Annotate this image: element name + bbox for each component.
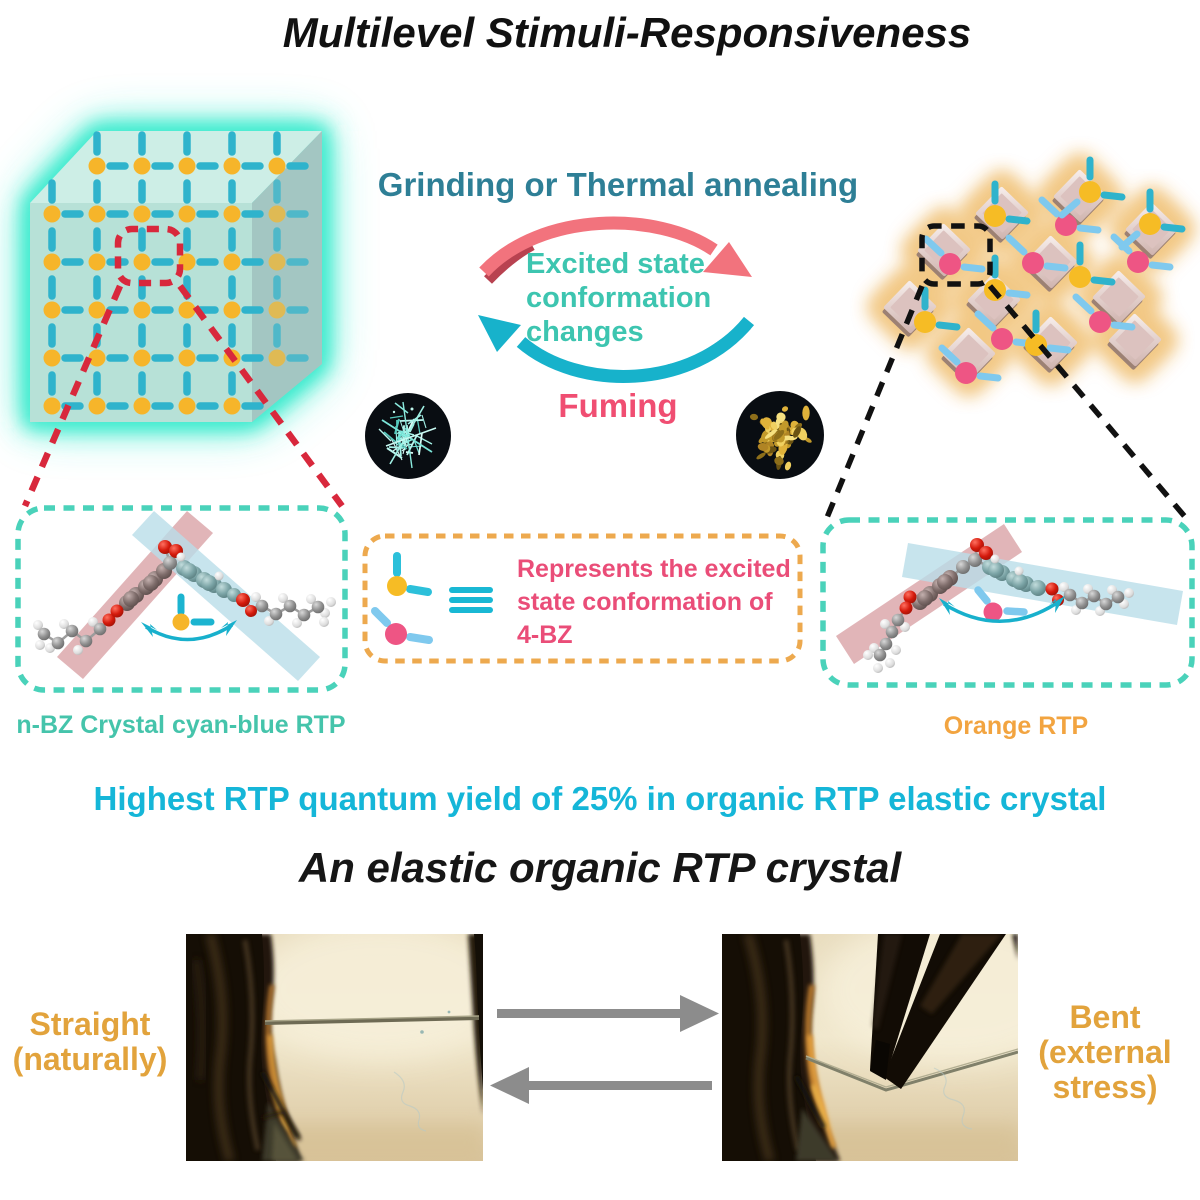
svg-text:Represents the excited: Represents the excited	[517, 555, 791, 583]
svg-text:Grinding or Thermal annealing: Grinding or Thermal annealing	[378, 166, 858, 203]
svg-text:An elastic organic RTP crystal: An elastic organic RTP crystal	[298, 844, 903, 891]
svg-text:Straight: Straight	[30, 1006, 151, 1042]
svg-text:state conformation of: state conformation of	[517, 588, 773, 616]
svg-text:Highest RTP quantum yield of 2: Highest RTP quantum yield of 25% in orga…	[94, 780, 1107, 817]
svg-text:conformation: conformation	[526, 282, 711, 314]
svg-text:Orange RTP: Orange RTP	[944, 712, 1088, 740]
svg-text:changes: changes	[526, 316, 644, 348]
svg-text:(naturally): (naturally)	[13, 1041, 168, 1077]
svg-text:Fuming: Fuming	[558, 387, 677, 424]
svg-text:Bent: Bent	[1069, 999, 1140, 1035]
svg-text:n-BZ Crystal cyan-blue RTP: n-BZ Crystal cyan-blue RTP	[16, 711, 345, 739]
svg-text:4-BZ: 4-BZ	[517, 621, 573, 649]
svg-text:Excited state: Excited state	[526, 248, 705, 280]
svg-text:stress): stress)	[1053, 1069, 1158, 1105]
svg-text:Multilevel Stimuli-Responsiven: Multilevel Stimuli-Responsiveness	[283, 9, 972, 56]
svg-text:(external: (external	[1038, 1034, 1171, 1070]
